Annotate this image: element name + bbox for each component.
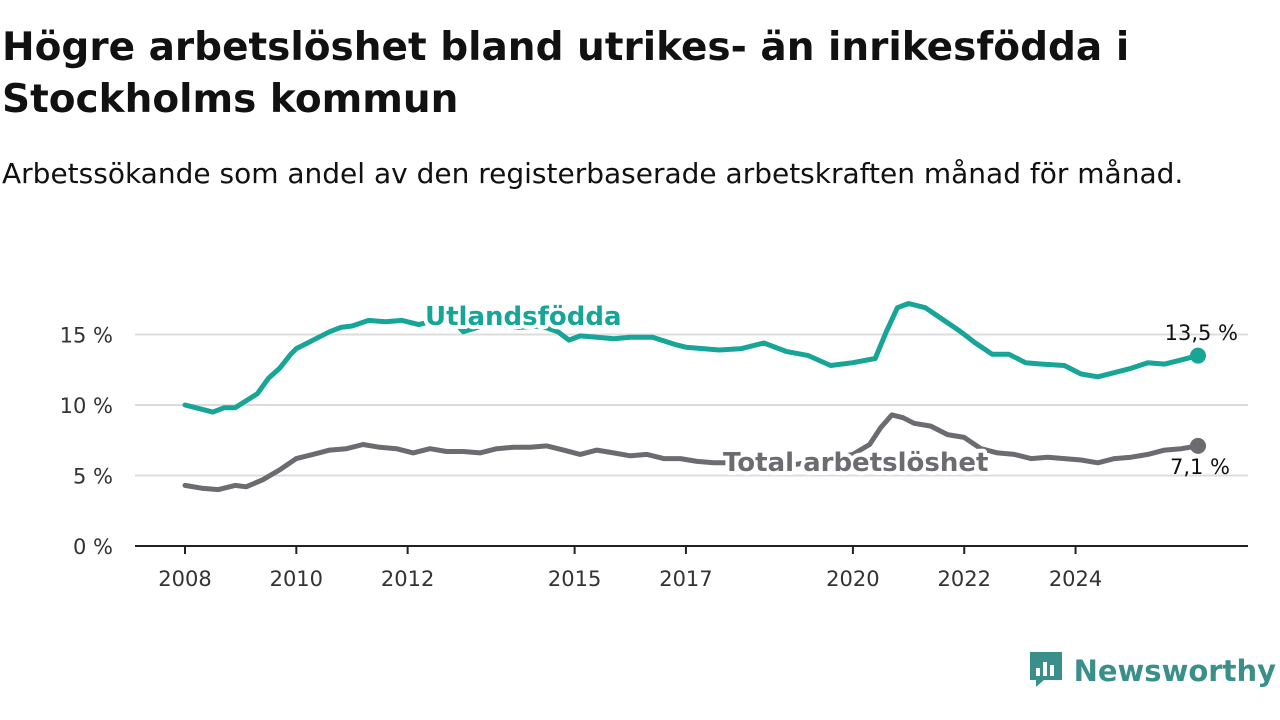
x-tick-label: 2017 <box>659 567 712 591</box>
x-tick-label: 2015 <box>548 567 601 591</box>
brand-name: Newsworthy <box>1073 654 1276 688</box>
chart-subtitle: Arbetssökande som andel av den registerb… <box>2 157 1184 190</box>
end-marker-utlandsfodda <box>1190 347 1206 364</box>
newsworthy-logo-icon <box>1028 650 1064 692</box>
series-lines <box>182 301 1206 493</box>
grid-lines <box>135 333 1248 477</box>
y-tick-label: 15 % <box>60 324 113 348</box>
series-line-utlandsfodda <box>182 301 1201 415</box>
end-marker-total <box>1190 437 1206 454</box>
end-label-utlandsfodda: 13,5 % <box>1165 321 1238 345</box>
series-label-utlandsfodda: Utlandsfödda <box>425 302 622 332</box>
x-tick-label: 2022 <box>938 567 991 591</box>
end-label-total: 7,1 % <box>1170 455 1230 479</box>
chart-title: Högre arbetslöshet bland utrikes- än inr… <box>2 25 1130 122</box>
y-tick-label: 5 % <box>73 465 113 489</box>
axes: 0 % 5 % 10 % 15 % 2008 2010 2012 2015 2017 2020 20… <box>60 324 1248 591</box>
x-tick-label: 2020 <box>826 567 879 591</box>
y-tick-label: 0 % <box>73 535 113 559</box>
x-tick-label: 2010 <box>270 567 323 591</box>
series-line-total <box>182 412 1201 493</box>
y-tick-label: 10 % <box>60 394 113 418</box>
x-tick-label: 2024 <box>1049 567 1102 591</box>
series-label-utlandsfodda-halo: Utlandsfödda <box>425 302 622 332</box>
series-label-total-halo: Total arbetslöshet <box>723 448 988 478</box>
series-label-total: Total arbetslöshet <box>723 448 988 478</box>
x-tick-label: 2008 <box>158 567 211 591</box>
brand: Newsworthy <box>1028 650 1276 692</box>
x-tick-label: 2012 <box>381 567 434 591</box>
